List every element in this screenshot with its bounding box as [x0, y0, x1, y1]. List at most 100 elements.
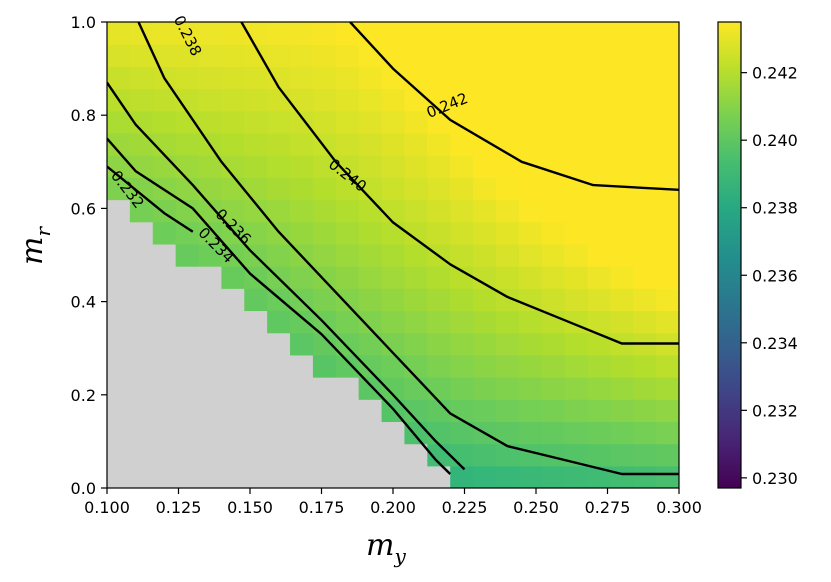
heatmap-cell	[221, 199, 245, 223]
heatmap-cell	[267, 399, 291, 423]
heatmap-cell	[175, 44, 200, 67]
heatmap-cell	[541, 332, 566, 356]
heatmap-cell	[656, 288, 679, 312]
heatmap-cell	[107, 199, 131, 223]
heatmap-cell	[473, 354, 497, 378]
heatmap-cell	[518, 132, 543, 156]
heatmap-cell	[381, 110, 406, 134]
heatmap-cell	[267, 110, 291, 134]
heatmap-cell	[587, 266, 611, 289]
heatmap-cell	[518, 221, 543, 245]
heatmap-cell	[427, 288, 451, 312]
heatmap-cell	[358, 199, 383, 223]
heatmap-cell	[290, 22, 314, 45]
heatmap-cell	[633, 443, 657, 467]
heatmap-cell	[152, 22, 177, 45]
heatmap-cell	[312, 421, 337, 445]
y-tick-label: 0.0	[71, 479, 96, 498]
heatmap-cell	[541, 443, 566, 467]
heatmap-cell	[404, 288, 428, 312]
heatmap-cell	[198, 88, 222, 112]
heatmap-cell	[427, 66, 451, 90]
heatmap-cell	[473, 44, 497, 67]
heatmap-cell	[518, 243, 543, 267]
heatmap-cell	[518, 44, 543, 67]
heatmap-cell	[541, 44, 566, 67]
heatmap-cell	[175, 354, 200, 378]
heatmap-cell	[312, 22, 337, 45]
heatmap-cell	[152, 465, 177, 488]
heatmap-cell	[107, 266, 131, 289]
y-axis-label: mr	[15, 226, 55, 265]
heatmap-cell	[267, 199, 291, 223]
heatmap-cell	[610, 243, 634, 267]
heatmap-cell	[221, 266, 245, 289]
heatmap-cell	[107, 22, 131, 45]
heatmap-cell	[152, 243, 177, 267]
colorbar-tick-label: 0.236	[752, 266, 798, 285]
heatmap-cell	[107, 288, 131, 312]
heatmap-cell	[587, 332, 611, 356]
heatmap-cell	[404, 155, 428, 178]
heatmap-cell	[129, 110, 154, 134]
heatmap-cell	[244, 88, 268, 112]
heatmap-cell	[427, 332, 451, 356]
heatmap-cell	[404, 332, 428, 356]
heatmap-cell	[473, 221, 497, 245]
heatmap-cell	[381, 266, 406, 289]
heatmap-cell	[587, 243, 611, 267]
heatmap-cell	[358, 132, 383, 156]
heatmap-cell	[290, 88, 314, 112]
heatmap-cell	[312, 399, 337, 423]
heatmap-cell	[473, 243, 497, 267]
heatmap-cell	[541, 221, 566, 245]
heatmap-cell	[564, 465, 589, 488]
heatmap-cell	[335, 22, 360, 45]
heatmap-cell	[152, 399, 177, 423]
heatmap-cell	[358, 66, 383, 90]
heatmap-cell	[656, 377, 679, 400]
heatmap-cell	[427, 310, 451, 334]
heatmap-cell	[221, 399, 245, 423]
x-tick-label: 0.250	[513, 498, 559, 517]
heatmap-cell	[267, 465, 291, 488]
heatmap-cell	[656, 66, 679, 90]
colorbar-gradient	[717, 21, 742, 489]
heatmap-cell	[290, 110, 314, 134]
heatmap-cell	[175, 155, 200, 178]
heatmap-cell	[404, 443, 428, 467]
heatmap-cell	[450, 177, 474, 201]
heatmap-cell	[381, 310, 406, 334]
heatmap-cell	[175, 132, 200, 156]
heatmap-cell	[358, 88, 383, 112]
heatmap-cell	[312, 110, 337, 134]
contour-lines	[107, 22, 679, 476]
heatmap-cell	[518, 465, 543, 488]
heatmap-cell	[381, 421, 406, 445]
heatmap-cell	[198, 310, 222, 334]
heatmap-cell	[381, 44, 406, 67]
heatmap-cell	[312, 443, 337, 467]
x-axis-label: my	[366, 528, 406, 568]
heatmap-cell	[290, 377, 314, 400]
heatmap-cell	[587, 155, 611, 178]
heatmap-cell	[312, 266, 337, 289]
heatmap-cell	[381, 221, 406, 245]
heatmap-cell	[541, 199, 566, 223]
heatmap-cell	[450, 132, 474, 156]
heatmap-cell	[129, 399, 154, 423]
heatmap-cell	[358, 243, 383, 267]
heatmap-cell	[404, 399, 428, 423]
heatmap-cell	[267, 66, 291, 90]
heatmap-cell	[610, 354, 634, 378]
heatmap-cell	[404, 465, 428, 488]
heatmap-cell	[175, 243, 200, 267]
heatmap-cell	[633, 44, 657, 67]
heatmap-cell	[495, 399, 520, 423]
heatmap-cell	[381, 155, 406, 178]
heatmap-cell	[335, 421, 360, 445]
heatmap-cell	[404, 266, 428, 289]
heatmap-cell	[129, 88, 154, 112]
heatmap-cell	[358, 288, 383, 312]
heatmap-cell	[656, 110, 679, 134]
